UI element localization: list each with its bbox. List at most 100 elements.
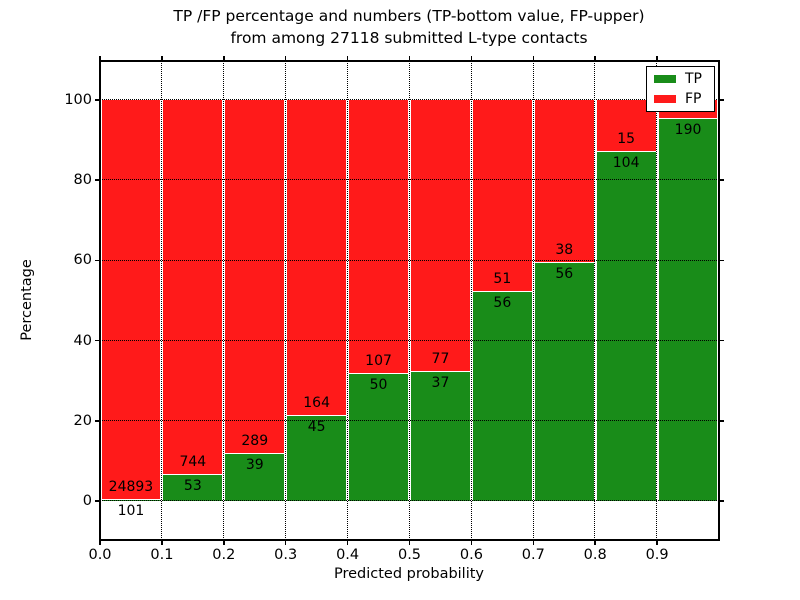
bar-tp-8 [596, 150, 656, 501]
x-tick-top-3 [284, 56, 287, 61]
x-tick-top-9 [656, 56, 658, 61]
v-gridline-4 [346, 61, 348, 540]
x-tick-top-5 [408, 56, 411, 61]
x-tick-label-1: 0.1 [150, 547, 174, 563]
h-gridline-0 [100, 500, 719, 502]
h-gridline-100 [100, 99, 719, 101]
x-tick-label-2: 0.2 [212, 547, 236, 563]
y-tick-left-20 [95, 420, 100, 422]
x-tick-bottom-0 [99, 540, 101, 545]
y-tick-label-20: 20 [73, 412, 92, 429]
x-tick-top-1 [161, 56, 163, 61]
x-tick-top-4 [346, 56, 349, 61]
x-tick-top-0 [99, 56, 101, 61]
h-gridline-20 [100, 420, 719, 422]
bar-fp-6 [472, 100, 532, 292]
bar-tp-4 [349, 373, 408, 501]
x-tick-label-5: 0.5 [397, 547, 422, 563]
y-tick-left-100 [95, 99, 100, 101]
fp-swatch-icon [654, 95, 676, 103]
y-tick-label-60: 60 [73, 252, 92, 269]
legend-entry-tp: TP [654, 70, 714, 87]
bar-label-tp-0: 101 [117, 503, 145, 520]
bar-label-tp-1: 53 [183, 478, 202, 495]
bar-tp-9 [658, 118, 718, 501]
y-tick-right-60 [719, 259, 724, 262]
bar-fp-1 [163, 100, 223, 475]
bar-label-tp-5: 37 [431, 374, 450, 391]
legend-entry-fp: FP [654, 90, 714, 107]
bar-label-tp-2: 39 [245, 457, 264, 474]
chart-title-line1: TP /FP percentage and numbers (TP-bottom… [173, 7, 645, 25]
y-tick-right-20 [719, 420, 724, 422]
bar-fp-0 [101, 100, 161, 500]
x-tick-label-9: 0.9 [645, 547, 669, 563]
x-tick-top-7 [532, 56, 535, 61]
bar-label-fp-4: 107 [365, 353, 392, 370]
bar-fp-7 [534, 100, 594, 263]
bar-fp-4 [349, 100, 408, 374]
bar-fp-3 [287, 100, 347, 415]
h-gridline-60 [100, 259, 719, 261]
bar-tp-1 [163, 474, 223, 501]
plot-area: 24893 101 744 53 289 39 164 45 107 50 77 37 51 56 38 56… [99, 60, 720, 541]
v-gridline-3 [284, 61, 286, 540]
y-tick-label-0: 0 [82, 493, 92, 509]
h-gridline-80 [100, 179, 719, 181]
y-tick-label-40: 40 [73, 332, 92, 349]
bar-label-fp-5: 77 [431, 350, 450, 367]
x-tick-label-4: 0.4 [336, 547, 360, 563]
bar-label-tp-3: 45 [307, 418, 326, 435]
x-tick-bottom-3 [284, 540, 287, 545]
x-tick-label-0: 0.0 [88, 547, 112, 563]
x-tick-label-7: 0.7 [521, 547, 545, 563]
tp-swatch-icon [654, 75, 676, 83]
x-axis-label: Predicted probability [333, 566, 485, 582]
bar-fp-5 [411, 100, 470, 371]
y-axis-label: Percentage [19, 259, 35, 341]
y-tick-right-100 [719, 99, 724, 101]
bar-label-tp-6: 56 [493, 295, 512, 312]
x-tick-bottom-9 [656, 540, 658, 545]
bar-label-tp-8: 104 [612, 154, 640, 171]
y-tick-right-80 [719, 179, 724, 181]
v-gridline-8 [594, 61, 596, 540]
v-gridline-7 [532, 61, 534, 540]
bar-label-fp-2: 289 [241, 433, 269, 450]
x-tick-bottom-8 [594, 540, 596, 545]
v-gridline-6 [470, 61, 472, 540]
x-tick-bottom-4 [346, 540, 349, 545]
y-tick-left-60 [95, 259, 100, 262]
x-tick-bottom-1 [161, 540, 163, 545]
bar-fp-8 [596, 100, 656, 151]
legend-label-fp: FP [685, 90, 702, 107]
bar-tp-6 [472, 291, 532, 501]
x-tick-bottom-7 [532, 540, 535, 545]
x-tick-top-2 [223, 56, 225, 61]
legend-label-tp: TP [685, 70, 702, 87]
bar-label-fp-8: 15 [617, 130, 636, 147]
x-tick-label-6: 0.6 [459, 547, 483, 563]
bar-tp-0 [101, 499, 161, 501]
chart-title-line2: from among 27118 submitted L-type contac… [230, 28, 588, 47]
legend: TP FP [646, 66, 715, 112]
bar-label-fp-6: 51 [493, 271, 512, 288]
v-gridline-5 [408, 61, 410, 540]
x-tick-bottom-5 [408, 540, 411, 545]
bar-label-tp-7: 56 [555, 266, 574, 283]
bar-label-fp-1: 744 [179, 454, 207, 471]
chart-title: TP /FP percentage and numbers (TP-bottom… [109, 6, 709, 49]
v-gridline-2 [223, 61, 225, 540]
bar-label-fp-3: 164 [303, 394, 330, 411]
y-tick-label-80: 80 [73, 172, 92, 189]
v-gridline-9 [656, 61, 658, 540]
h-gridline-40 [100, 339, 719, 341]
bar-label-tp-4: 50 [369, 377, 388, 394]
x-tick-top-6 [470, 56, 473, 61]
x-tick-bottom-2 [223, 540, 225, 545]
x-tick-label-8: 0.8 [583, 547, 607, 563]
x-tick-label-3: 0.3 [274, 547, 298, 563]
bar-tp-7 [534, 262, 594, 501]
y-tick-right-40 [719, 339, 724, 342]
